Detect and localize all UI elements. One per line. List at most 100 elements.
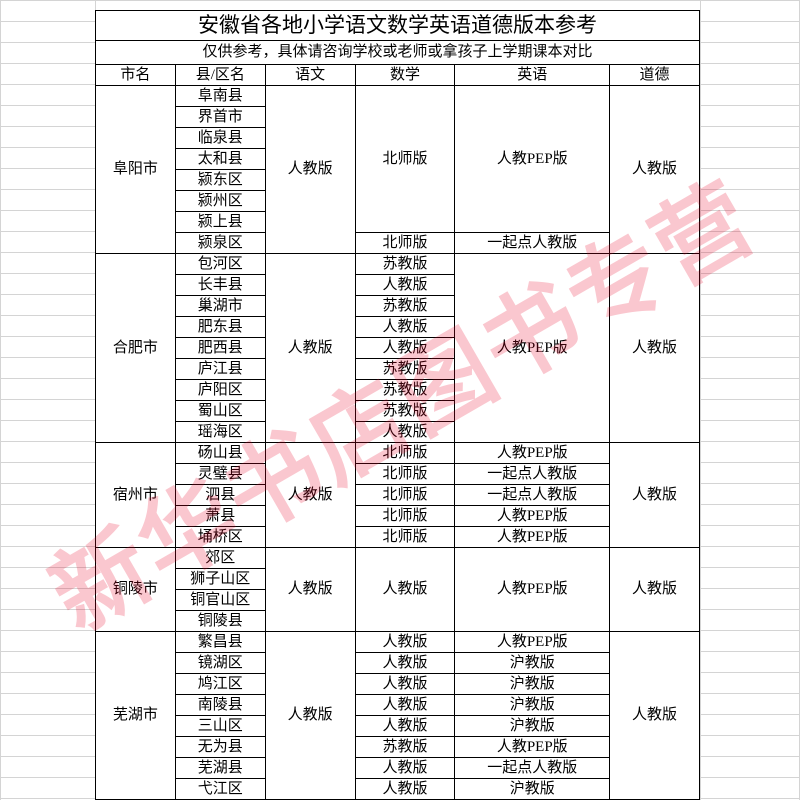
col-yuwen: 语文 <box>265 65 355 86</box>
cell-district: 瑶海区 <box>175 422 265 443</box>
table-row: 阜阳市阜南县人教版北师版人教PEP版人教版 <box>96 86 700 107</box>
cell-district: 肥东县 <box>175 317 265 338</box>
cell-english: 人教PEP版 <box>455 737 610 758</box>
col-district: 县/区名 <box>175 65 265 86</box>
cell-district: 郊区 <box>175 548 265 569</box>
page-subtitle: 仅供参考，具体请咨询学校或老师或拿孩子上学期课本对比 <box>96 41 700 65</box>
header-row: 市名 县/区名 语文 数学 英语 道德 <box>96 65 700 86</box>
cell-english: 人教PEP版 <box>455 506 610 527</box>
cell-english: 一起点人教版 <box>455 758 610 779</box>
cell-math: 苏教版 <box>355 296 455 317</box>
cell-english: 沪教版 <box>455 695 610 716</box>
cell-city: 宿州市 <box>96 443 176 548</box>
cell-district: 太和县 <box>175 149 265 170</box>
table-row: 铜陵市郊区人教版人教版人教PEP版人教版 <box>96 548 700 569</box>
cell-math: 北师版 <box>355 443 455 464</box>
cell-english: 一起点人教版 <box>455 485 610 506</box>
table-row: 埇桥区北师版人教PEP版 <box>96 527 700 548</box>
cell-district: 长丰县 <box>175 275 265 296</box>
cell-math: 北师版 <box>355 233 455 254</box>
cell-math: 人教版 <box>355 422 455 443</box>
cell-math: 苏教版 <box>355 359 455 380</box>
cell-math: 苏教版 <box>355 401 455 422</box>
table-row: 宿州市砀山县人教版北师版人教PEP版人教版 <box>96 443 700 464</box>
cell-city: 合肥市 <box>96 254 176 443</box>
table-row: 鸠江区 人教版沪教版 <box>96 674 700 695</box>
table-row: 三山区 人教版沪教版 <box>96 716 700 737</box>
cell-math: 北师版 <box>355 485 455 506</box>
table-row: 无为县 苏教版人教PEP版 <box>96 737 700 758</box>
cell-math: 人教版 <box>355 695 455 716</box>
cell-math: 人教版 <box>355 317 455 338</box>
cell-district: 埇桥区 <box>175 527 265 548</box>
cell-district: 阜南县 <box>175 86 265 107</box>
table-row: 颍泉区北师版一起点人教版 <box>96 233 700 254</box>
table-row: 南陵县 人教版沪教版 <box>96 695 700 716</box>
cell-math: 人教版 <box>355 716 455 737</box>
cell-district: 铜陵县 <box>175 611 265 632</box>
cell-district: 蜀山区 <box>175 401 265 422</box>
cell-daode: 人教版 <box>610 548 700 632</box>
col-math: 数学 <box>355 65 455 86</box>
cell-city: 铜陵市 <box>96 548 176 632</box>
cell-math: 人教版 <box>355 275 455 296</box>
subtitle-row: 仅供参考，具体请咨询学校或老师或拿孩子上学期课本对比 <box>96 41 700 65</box>
cell-district: 鸠江区 <box>175 674 265 695</box>
cell-daode: 人教版 <box>610 254 700 443</box>
cell-district: 庐阳区 <box>175 380 265 401</box>
table-row: 合肥市包河区人教版苏教版人教PEP版人教版 <box>96 254 700 275</box>
cell-math: 苏教版 <box>355 380 455 401</box>
table-container: 安徽省各地小学语文数学英语道德版本参考 仅供参考，具体请咨询学校或老师或拿孩子上… <box>95 10 700 800</box>
cell-math: 北师版 <box>355 86 455 233</box>
cell-district: 灵璧县 <box>175 464 265 485</box>
cell-math: 苏教版 <box>355 737 455 758</box>
cell-district: 镜湖区 <box>175 653 265 674</box>
cell-district: 巢湖市 <box>175 296 265 317</box>
title-row: 安徽省各地小学语文数学英语道德版本参考 <box>96 11 700 41</box>
cell-district: 界首市 <box>175 107 265 128</box>
cell-english: 人教PEP版 <box>455 254 610 443</box>
col-city: 市名 <box>96 65 176 86</box>
cell-english: 沪教版 <box>455 674 610 695</box>
cell-math: 人教版 <box>355 758 455 779</box>
cell-english: 沪教版 <box>455 716 610 737</box>
cell-district: 南陵县 <box>175 695 265 716</box>
cell-district: 颍东区 <box>175 170 265 191</box>
cell-city: 阜阳市 <box>96 86 176 254</box>
cell-english: 一起点人教版 <box>455 233 610 254</box>
cell-yuwen: 人教版 <box>265 254 355 443</box>
cell-daode: 人教版 <box>610 632 700 800</box>
cell-english: 沪教版 <box>455 653 610 674</box>
cell-district: 铜官山区 <box>175 590 265 611</box>
cell-math: 人教版 <box>355 632 455 653</box>
table-row: 芜湖县人教版一起点人教版 <box>96 758 700 779</box>
cell-district: 包河区 <box>175 254 265 275</box>
cell-math: 北师版 <box>355 464 455 485</box>
cell-district: 无为县 <box>175 737 265 758</box>
cell-district: 临泉县 <box>175 128 265 149</box>
cell-district: 萧县 <box>175 506 265 527</box>
cell-district: 颍上县 <box>175 212 265 233</box>
cell-math: 苏教版 <box>355 254 455 275</box>
cell-english: 人教PEP版 <box>455 548 610 632</box>
cell-yuwen: 人教版 <box>265 86 355 254</box>
cell-district: 颍州区 <box>175 191 265 212</box>
cell-english: 沪教版 <box>455 779 610 800</box>
cell-district: 砀山县 <box>175 443 265 464</box>
cell-yuwen: 人教版 <box>265 443 355 548</box>
cell-math: 人教版 <box>355 338 455 359</box>
cell-district: 狮子山区 <box>175 569 265 590</box>
table-row: 弋江区 人教版沪教版 <box>96 779 700 800</box>
cell-district: 三山区 <box>175 716 265 737</box>
cell-yuwen: 人教版 <box>265 632 355 800</box>
col-english: 英语 <box>455 65 610 86</box>
cell-math: 人教版 <box>355 674 455 695</box>
cell-english: 人教PEP版 <box>455 443 610 464</box>
cell-district: 繁昌县 <box>175 632 265 653</box>
cell-district: 弋江区 <box>175 779 265 800</box>
cell-district: 泗县 <box>175 485 265 506</box>
cell-english: 人教PEP版 <box>455 86 610 233</box>
table-body: 阜阳市阜南县人教版北师版人教PEP版人教版界首市临泉县太和县颍东区颍州区颍上县颍… <box>96 86 700 800</box>
cell-math: 人教版 <box>355 779 455 800</box>
textbook-table: 安徽省各地小学语文数学英语道德版本参考 仅供参考，具体请咨询学校或老师或拿孩子上… <box>95 10 700 800</box>
